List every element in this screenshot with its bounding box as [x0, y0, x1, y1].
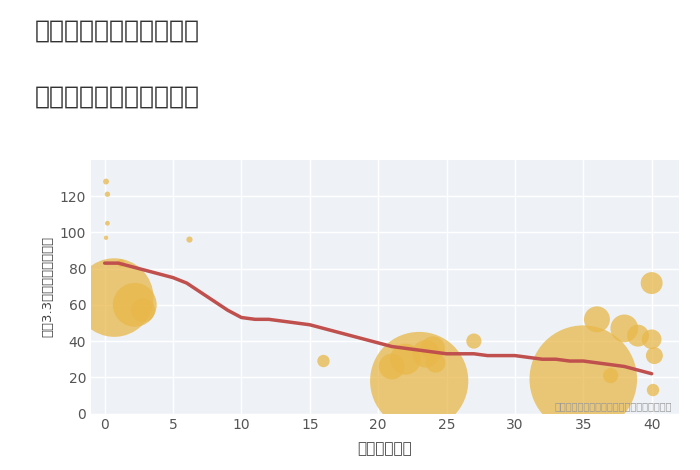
Point	[619, 325, 630, 332]
Point	[184, 236, 195, 243]
Point	[646, 336, 657, 343]
Text: 兵庫県姫路市高岡新町の: 兵庫県姫路市高岡新町の	[35, 19, 200, 43]
Point	[649, 352, 660, 360]
Point	[102, 219, 113, 227]
Point	[137, 306, 148, 314]
Point	[578, 376, 589, 383]
Point	[108, 294, 120, 301]
Point	[400, 355, 411, 363]
X-axis label: 築年数（年）: 築年数（年）	[358, 441, 412, 456]
Point	[116, 259, 127, 267]
Point	[430, 359, 441, 367]
Point	[427, 345, 438, 352]
Point	[386, 363, 398, 370]
Point	[100, 178, 111, 185]
Point	[468, 337, 480, 345]
Point	[102, 190, 113, 198]
Point	[648, 386, 659, 394]
Point	[632, 332, 643, 339]
Point	[605, 372, 616, 379]
Y-axis label: 坪（3.3㎡）単価（万円）: 坪（3.3㎡）単価（万円）	[41, 236, 54, 337]
Point	[100, 234, 111, 242]
Point	[646, 279, 657, 287]
Text: 築年数別中古戸建て価格: 築年数別中古戸建て価格	[35, 85, 200, 109]
Point	[592, 315, 603, 323]
Point	[130, 301, 141, 309]
Text: 円の大きさは、取引のあった物件面積を示す: 円の大きさは、取引のあった物件面積を示す	[554, 401, 672, 411]
Point	[421, 350, 432, 358]
Point	[318, 357, 329, 365]
Point	[414, 377, 425, 385]
